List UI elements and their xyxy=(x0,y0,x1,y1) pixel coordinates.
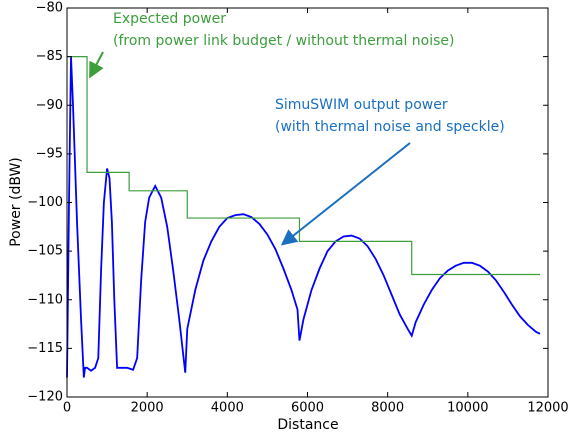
y-tick-label: −115 xyxy=(27,341,63,356)
y-tick-label: −105 xyxy=(27,244,63,259)
series-line xyxy=(66,56,541,378)
y-axis-label: Power (dBW) xyxy=(8,157,24,247)
x-tick-label: 6000 xyxy=(291,401,324,416)
y-tick-label: −80 xyxy=(36,1,63,16)
y-tick-label: −95 xyxy=(36,146,63,161)
annotation: SimuSWIM output power xyxy=(275,97,448,113)
y-tick-label: −120 xyxy=(27,390,63,405)
y-tick-label: −100 xyxy=(27,195,63,210)
x-tick-label: 2000 xyxy=(131,401,164,416)
y-tick-label: −85 xyxy=(36,49,63,64)
plot-frame xyxy=(66,7,549,398)
arrow xyxy=(89,51,104,79)
x-tick-label: 4000 xyxy=(211,401,244,416)
x-axis-label: Distance xyxy=(277,417,338,433)
x-tick-label: 8000 xyxy=(371,401,404,416)
x-tick-label: 10000 xyxy=(447,401,488,416)
annotation: Expected power xyxy=(113,11,226,27)
y-tick-label: −110 xyxy=(27,292,63,307)
arrow xyxy=(280,142,411,246)
annotation: (with thermal noise and speckle) xyxy=(275,119,505,135)
x-tick-label: 12000 xyxy=(527,401,568,416)
annotation: (from power link budget / without therma… xyxy=(113,33,455,49)
series-line xyxy=(67,56,540,276)
x-tick-label: 0 xyxy=(63,401,71,416)
y-tick-label: −90 xyxy=(36,98,63,113)
